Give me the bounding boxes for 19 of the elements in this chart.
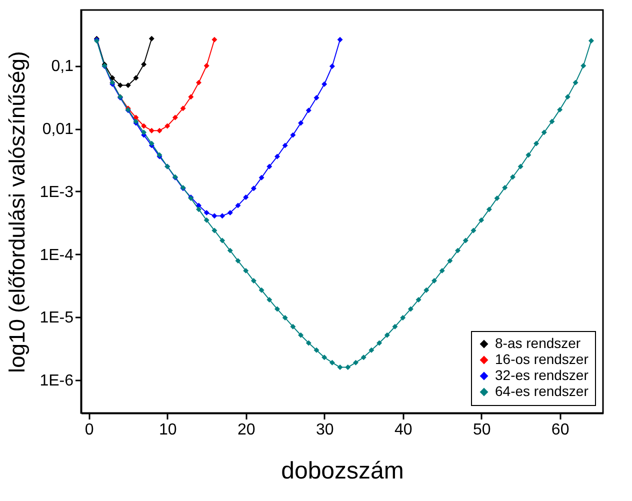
x-tick-label: 10	[158, 422, 177, 438]
y-tick-label: 1E-3	[40, 184, 74, 201]
y-tick-label: 1E-6	[40, 372, 74, 390]
x-tick-label: 20	[237, 422, 256, 438]
x-axis-title: dobozszám	[281, 458, 404, 484]
y-tick-label: 1E-5	[40, 310, 74, 327]
x-tick-label: 50	[472, 422, 491, 438]
x-tick-label: 60	[551, 422, 570, 438]
x-tick-label: 30	[316, 422, 334, 438]
y-axis-title: log10 (előfordulási valószínűség)	[4, 51, 30, 373]
x-tick-label: 40	[394, 422, 412, 438]
legend-label: 8-as rendszer	[495, 335, 581, 351]
legend-label: 16-os rendszer	[495, 351, 589, 367]
y-tick-label: 0,1	[51, 58, 74, 76]
legend-label: 32-es rendszer	[495, 367, 589, 383]
y-tick-label: 0,01	[42, 121, 74, 138]
legend-label: 64-es rendszer	[495, 383, 589, 399]
x-tick-label: 0	[84, 422, 94, 438]
y-tick-label: 1E-4	[40, 246, 74, 264]
